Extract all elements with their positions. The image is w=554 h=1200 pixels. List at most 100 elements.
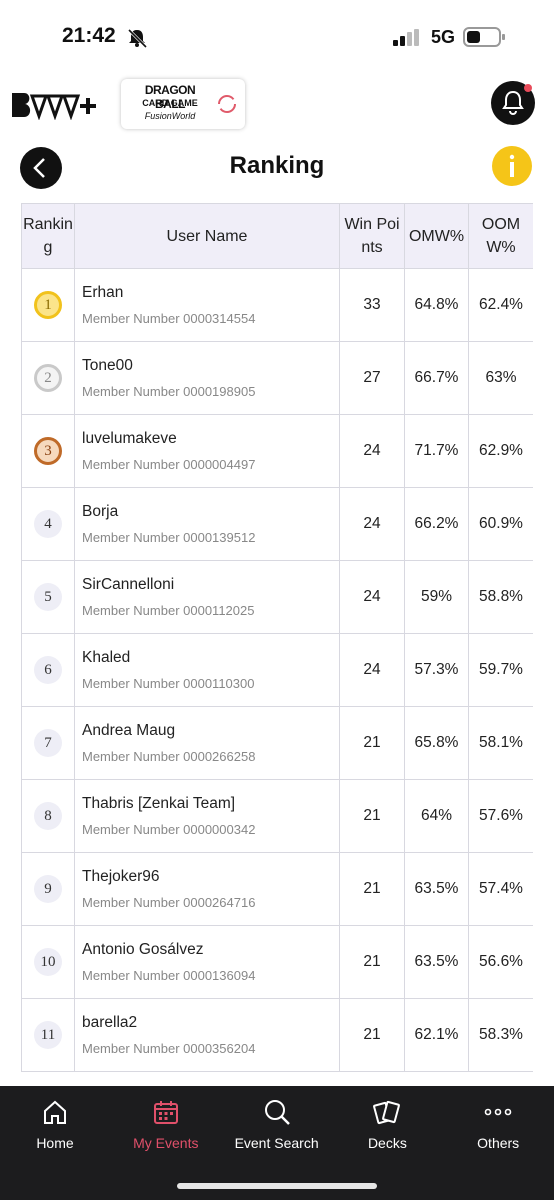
- info-button[interactable]: [491, 145, 533, 187]
- rank-cell: 11: [21, 998, 75, 1072]
- nav-label: My Events: [133, 1135, 199, 1151]
- nav-icon: [264, 1100, 290, 1125]
- rank-badge: 5: [34, 583, 62, 611]
- column-header: OMW%: [404, 203, 469, 269]
- win-points: 24: [339, 560, 405, 634]
- omw: 64.8%: [404, 268, 469, 342]
- ranking-row[interactable]: 1 Erhan Member Number 0000314554 33 64.8% 62.…: [21, 268, 533, 342]
- oomw: 58.3%: [468, 998, 533, 1072]
- omw: 63.5%: [404, 925, 469, 999]
- user-name: luvelumakeve: [82, 430, 177, 447]
- rank-cell: 3: [21, 414, 75, 488]
- column-header: Ranking: [21, 203, 75, 269]
- ranking-row[interactable]: 8 Thabris [Zenkai Team] Member Number 0000…: [21, 779, 533, 853]
- win-points: 24: [339, 487, 405, 561]
- nav-icon: [44, 1100, 66, 1124]
- bottom-nav: Home My Events Event Search Decks Others: [0, 1086, 554, 1200]
- oomw: 57.6%: [468, 779, 533, 853]
- win-points: 21: [339, 852, 405, 926]
- nav-icon: [484, 1108, 512, 1116]
- user-name: Tone00: [82, 357, 133, 374]
- header-row: Ranking User Name Win Points OMW% OOMW%: [21, 203, 533, 269]
- win-points: 24: [339, 414, 405, 488]
- ranking-row[interactable]: 6 Khaled Member Number 0000110300 24 57.3% 59…: [21, 633, 533, 707]
- member-number: Member Number 0000000342: [82, 822, 256, 837]
- member-number: Member Number 0000266258: [82, 749, 256, 764]
- rank-badge: 2: [34, 364, 62, 392]
- rank-badge: 3: [34, 437, 62, 465]
- omw: 64%: [404, 779, 469, 853]
- app-logo[interactable]: [10, 90, 102, 120]
- member-number: Member Number 0000139512: [82, 530, 256, 545]
- rank-cell: 2: [21, 341, 75, 415]
- win-points: 21: [339, 925, 405, 999]
- ranking-row[interactable]: 10 Antonio Gosálvez Member Number 00001360…: [21, 925, 533, 999]
- rank-cell: 1: [21, 268, 75, 342]
- user-cell: Andrea Maug Member Number 0000266258: [74, 706, 340, 780]
- user-name: SirCannelloni: [82, 576, 175, 593]
- ranking-row[interactable]: 9 Thejoker96 Member Number 0000264716 21 63.…: [21, 852, 533, 926]
- ranking-row[interactable]: 3 luvelumakeve Member Number 0000004497 24 7…: [21, 414, 533, 488]
- oomw: 57.4%: [468, 852, 533, 926]
- user-name: Thabris [Zenkai Team]: [82, 795, 236, 812]
- omw: 63.5%: [404, 852, 469, 926]
- battery-icon: [463, 27, 505, 47]
- rank-cell: 10: [21, 925, 75, 999]
- column-header: User Name: [74, 203, 340, 269]
- user-name: Andrea Maug: [82, 722, 176, 739]
- game-logo[interactable]: DRAGON BALL CARD GAME FusionWorld: [121, 79, 245, 129]
- user-cell: luvelumakeve Member Number 0000004497: [74, 414, 340, 488]
- user-cell: Thabris [Zenkai Team] Member Number 00000…: [74, 779, 340, 853]
- home-indicator: [177, 1183, 377, 1189]
- member-number: Member Number 0000004497: [82, 457, 256, 472]
- nav-icon: [373, 1100, 401, 1125]
- oomw: 60.9%: [468, 487, 533, 561]
- user-cell: SirCannelloni Member Number 0000112025: [74, 560, 340, 634]
- rank-cell: 9: [21, 852, 75, 926]
- ranking-row[interactable]: 7 Andrea Maug Member Number 0000266258 21 65…: [21, 706, 533, 780]
- oomw: 62.4%: [468, 268, 533, 342]
- back-button[interactable]: [19, 146, 63, 190]
- user-name: Antonio Gosálvez: [82, 941, 204, 958]
- rank-badge: 8: [34, 802, 62, 830]
- user-name: Khaled: [82, 649, 131, 666]
- column-header: Win Points: [339, 203, 405, 269]
- ranking-row[interactable]: 4 Borja Member Number 0000139512 24 66.2% 60.…: [21, 487, 533, 561]
- rank-cell: 6: [21, 633, 75, 707]
- member-number: Member Number 0000198905: [82, 384, 256, 399]
- oomw: 58.8%: [468, 560, 533, 634]
- ranking-row[interactable]: 5 SirCannelloni Member Number 0000112025 24…: [21, 560, 533, 634]
- rank-cell: 4: [21, 487, 75, 561]
- member-number: Member Number 0000264716: [82, 895, 256, 910]
- win-points: 24: [339, 633, 405, 707]
- member-number: Member Number 0000136094: [82, 968, 256, 983]
- omw: 66.7%: [404, 341, 469, 415]
- rank-badge: 7: [34, 729, 62, 757]
- rank-badge: 10: [34, 948, 62, 976]
- switch-icon: [218, 95, 236, 113]
- member-number: Member Number 0000110300: [82, 676, 255, 691]
- rank-cell: 8: [21, 779, 75, 853]
- ranking-table-container: Ranking User Name Win Points OMW% OOMW% 1 Erh…: [21, 203, 533, 1086]
- oomw: 58.1%: [468, 706, 533, 780]
- nav-label: Home: [36, 1135, 74, 1151]
- rank-badge: 6: [34, 656, 62, 684]
- ranking-table: Ranking User Name Win Points OMW% OOMW% 1 Erh…: [21, 203, 533, 1072]
- win-points: 21: [339, 998, 405, 1072]
- oomw: 62.9%: [468, 414, 533, 488]
- page-title: Ranking: [229, 152, 325, 179]
- omw: 66.2%: [404, 487, 469, 561]
- ranking-row[interactable]: 2 Tone00 Member Number 0000198905 27 66.7% 63…: [21, 341, 533, 415]
- omw: 65.8%: [404, 706, 469, 780]
- omw: 62.1%: [404, 998, 469, 1072]
- omw: 59%: [404, 560, 469, 634]
- nav-label: Event Search: [234, 1135, 319, 1151]
- user-name: Thejoker96: [82, 868, 160, 885]
- ranking-row[interactable]: 11 barella2 Member Number 0000356204 21 62.1…: [21, 998, 533, 1072]
- user-name: Borja: [82, 503, 119, 520]
- rank-cell: 5: [21, 560, 75, 634]
- win-points: 33: [339, 268, 405, 342]
- user-cell: Borja Member Number 0000139512: [74, 487, 340, 561]
- notification-button[interactable]: [489, 79, 537, 127]
- member-number: Member Number 0000314554: [82, 311, 256, 326]
